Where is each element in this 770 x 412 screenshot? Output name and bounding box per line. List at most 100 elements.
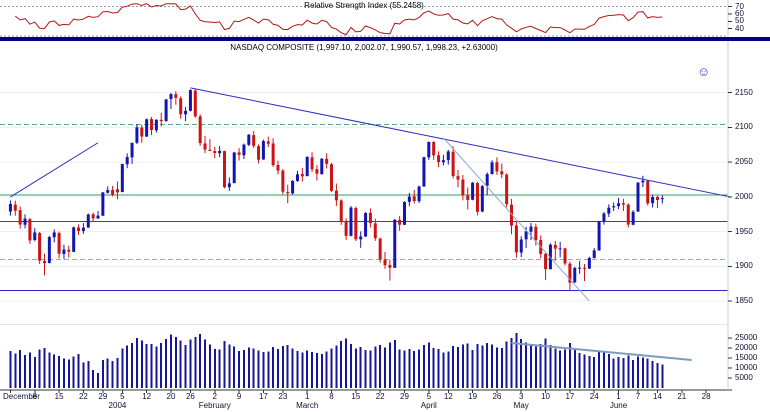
candle-body (111, 190, 115, 195)
candle-body (651, 197, 655, 204)
candle-body (101, 192, 105, 216)
candle-body (490, 162, 494, 175)
candle-body (475, 183, 479, 212)
candle-body (456, 176, 460, 180)
candle-body (140, 127, 144, 137)
candle-body (544, 253, 548, 270)
candle-body (339, 200, 343, 222)
candle-body (218, 150, 222, 154)
candle-body (368, 212, 372, 224)
candle-body (393, 219, 397, 268)
candle-body (505, 174, 509, 205)
candle-body (135, 127, 139, 143)
candle-body (242, 144, 246, 156)
volume-trendline[interactable] (511, 342, 692, 361)
candle-body (203, 143, 207, 150)
candle-body (354, 208, 358, 240)
candle-body (563, 248, 567, 264)
candle-body (8, 204, 12, 212)
candle-body (120, 164, 124, 193)
candle-body (291, 180, 295, 194)
candle-body (437, 155, 441, 163)
candle-body (359, 236, 363, 240)
price-trendline[interactable] (190, 87, 731, 198)
candle-body (81, 227, 85, 231)
candle-body (286, 192, 290, 194)
candle-body (612, 206, 616, 208)
candle-body (427, 141, 431, 158)
candle-body (315, 169, 319, 174)
candle-body (578, 267, 582, 269)
smiley-annotation-icon[interactable]: ☺ (697, 64, 711, 79)
candle-body (621, 203, 625, 205)
candle-body (534, 226, 538, 241)
candle-body (446, 151, 450, 161)
candle-body (451, 151, 455, 177)
candle-body (485, 174, 489, 186)
candle-body (553, 244, 557, 249)
candle-body (227, 183, 231, 188)
candle-body (461, 179, 465, 196)
candle-body (582, 267, 586, 269)
candle-body (441, 160, 445, 163)
candle-body (500, 171, 504, 175)
candle-body (325, 158, 329, 164)
candle-body (514, 225, 518, 253)
candle-body (432, 142, 436, 156)
candle-body (52, 232, 56, 238)
candle-body (96, 215, 100, 219)
candle-body (42, 260, 46, 264)
candle-body (597, 221, 601, 251)
candle-body (174, 94, 178, 98)
candle-body (383, 259, 387, 266)
candle-body (266, 141, 270, 144)
candle-body (626, 204, 630, 225)
candle-body (276, 164, 280, 171)
candle-body (480, 186, 484, 212)
candle-body (510, 204, 514, 226)
candle-body (28, 219, 32, 241)
candle-body (213, 151, 217, 154)
candle-body (86, 214, 90, 228)
candle-body (334, 190, 338, 201)
candle-body (184, 110, 188, 115)
candle-body (237, 152, 241, 155)
candle-body (422, 157, 426, 187)
candle-body (344, 221, 348, 236)
candle-body (398, 219, 402, 225)
candle-body (519, 239, 523, 253)
candle-body (646, 180, 650, 204)
candle-body (349, 207, 353, 236)
candlestick-series (8, 89, 664, 291)
candle-body (310, 157, 314, 170)
candle-body (72, 227, 76, 252)
candle-body (524, 231, 528, 240)
candle-body (412, 196, 416, 201)
candle-body (617, 203, 621, 206)
candle-body (592, 250, 596, 259)
candle-body (402, 202, 406, 225)
candle-body (164, 99, 168, 122)
candle-body (660, 198, 664, 200)
candle-body (257, 146, 261, 160)
candle-body (232, 152, 236, 184)
candle-body (655, 196, 659, 201)
candle-body (305, 156, 309, 177)
candle-body (23, 218, 27, 225)
candle-body (67, 249, 71, 252)
price-trendline[interactable] (10, 142, 99, 198)
candle-body (247, 134, 251, 145)
rsi-line (14, 3, 663, 36)
candle-body (169, 94, 173, 99)
candle-body (378, 238, 382, 260)
candle-body (18, 210, 22, 225)
candle-body (150, 119, 154, 130)
candle-body (388, 265, 392, 268)
candle-body (271, 143, 275, 166)
price-trendline[interactable] (443, 137, 590, 302)
candle-body (602, 213, 606, 222)
candle-body (417, 186, 421, 202)
candle-body (607, 207, 611, 214)
